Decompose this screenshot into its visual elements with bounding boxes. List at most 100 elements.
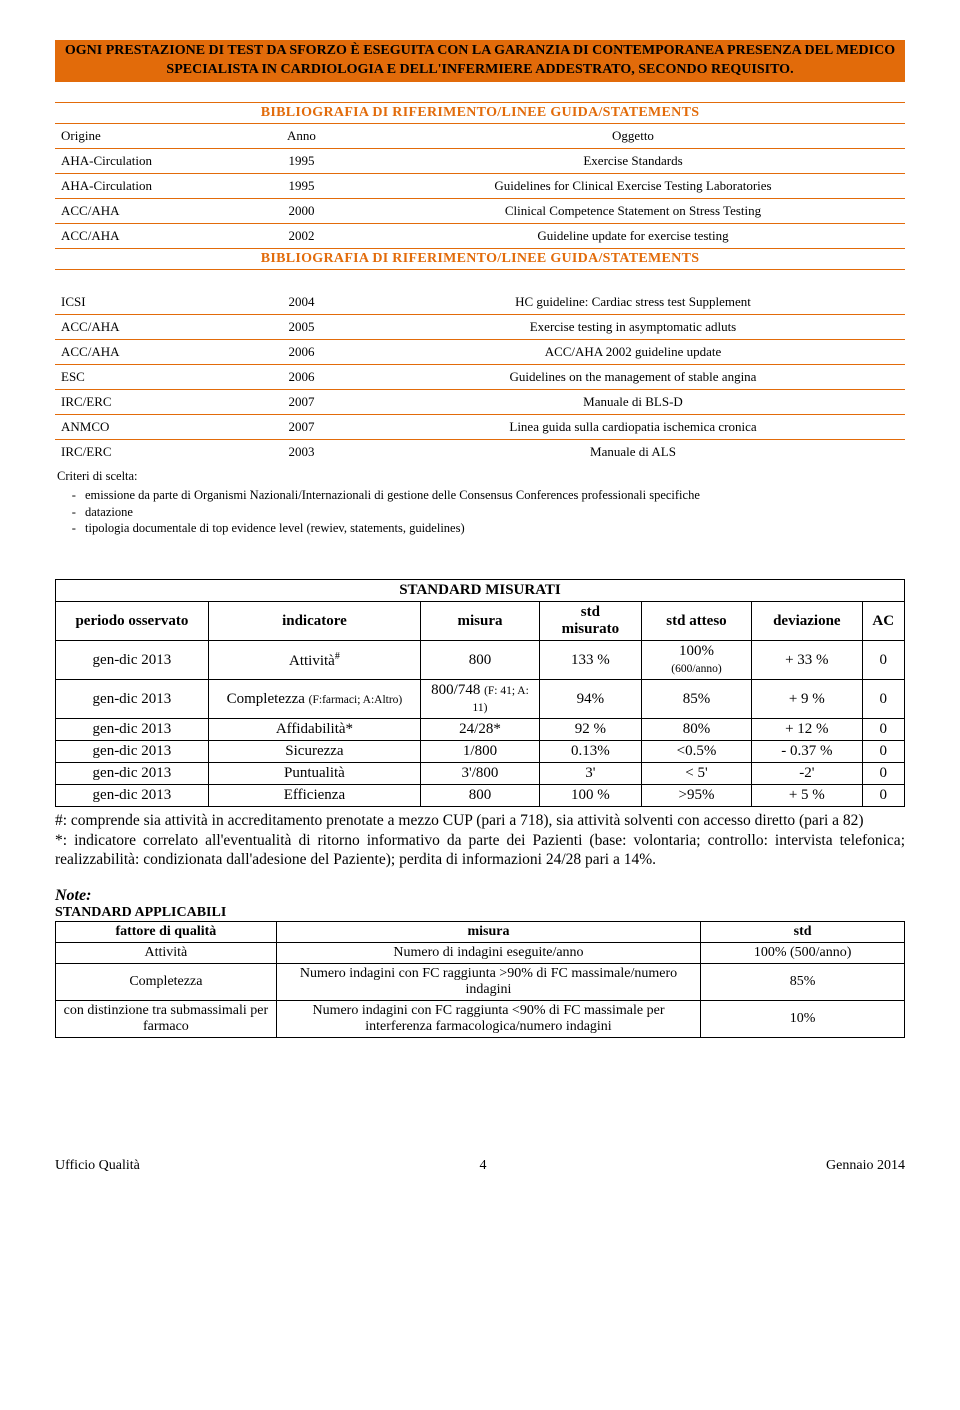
cell-std: 100% (500/anno) bbox=[701, 943, 905, 964]
cell-origin: ESC bbox=[55, 364, 242, 389]
table-row: ICSI 2004 HC guideline: Cardiac stress t… bbox=[55, 290, 905, 315]
standard-misurati-table: STANDARD MISURATI periodo osservato indi… bbox=[55, 579, 905, 807]
std-h-ac: AC bbox=[862, 602, 904, 641]
cell-dev: -2' bbox=[752, 763, 862, 785]
table-row: gen-dic 2013 Puntualità 3'/800 3' < 5' -… bbox=[56, 763, 905, 785]
cell-indicatore: Affidabilità* bbox=[208, 719, 420, 741]
hdr-anno: Anno bbox=[242, 124, 361, 149]
table-row: Attività Numero di indagini eseguite/ann… bbox=[56, 943, 905, 964]
cell-ac: 0 bbox=[862, 741, 904, 763]
cell-origin: AHA-Circulation bbox=[55, 148, 242, 173]
cell-fattore: Completezza bbox=[56, 964, 277, 1001]
cell-ac: 0 bbox=[862, 763, 904, 785]
note-hash: #: comprende sia attività in accreditame… bbox=[55, 811, 905, 830]
cell-anno: 2007 bbox=[242, 414, 361, 439]
table-row: ACC/AHA 2006 ACC/AHA 2002 guideline upda… bbox=[55, 339, 905, 364]
cell-obj: Guideline update for exercise testing bbox=[361, 223, 905, 248]
cell-obj: Guidelines for Clinical Exercise Testing… bbox=[361, 173, 905, 198]
cell-indicatore: Attività# bbox=[208, 641, 420, 680]
table-row: ESC 2006 Guidelines on the management of… bbox=[55, 364, 905, 389]
cell-origin: IRC/ERC bbox=[55, 389, 242, 414]
std-h-indicatore: indicatore bbox=[208, 602, 420, 641]
cell-anno: 2003 bbox=[242, 439, 361, 464]
hdr-origine: Origine bbox=[55, 124, 242, 149]
cell-obj: ACC/AHA 2002 guideline update bbox=[361, 339, 905, 364]
cell-periodo: gen-dic 2013 bbox=[56, 641, 209, 680]
cell-fattore: Attività bbox=[56, 943, 277, 964]
table-row: ACC/AHA 2002 Guideline update for exerci… bbox=[55, 223, 905, 248]
cell-anno: 2000 bbox=[242, 198, 361, 223]
cell-periodo: gen-dic 2013 bbox=[56, 741, 209, 763]
cell-std: 85% bbox=[701, 964, 905, 1001]
cell-ac: 0 bbox=[862, 719, 904, 741]
cell-dev: + 5 % bbox=[752, 785, 862, 807]
hdr-oggetto: Oggetto bbox=[361, 124, 905, 149]
app-h-std: std bbox=[701, 922, 905, 943]
cell-origin: ACC/AHA bbox=[55, 314, 242, 339]
cell-origin: IRC/ERC bbox=[55, 439, 242, 464]
table-row: ACC/AHA 2000 Clinical Competence Stateme… bbox=[55, 198, 905, 223]
cell-std: 10% bbox=[701, 1001, 905, 1038]
cell-stdm: 92 % bbox=[539, 719, 641, 741]
cell-obj: Manuale di ALS bbox=[361, 439, 905, 464]
list-item: emissione da parte di Organismi Nazional… bbox=[79, 487, 903, 504]
table-row: IRC/ERC 2007 Manuale di BLS-D bbox=[55, 389, 905, 414]
cell-indicatore: Completezza (F:farmaci; A:Altro) bbox=[208, 680, 420, 719]
cell-obj: HC guideline: Cardiac stress test Supple… bbox=[361, 290, 905, 315]
standard-applicabili-table: fattore di qualità misura std Attività N… bbox=[55, 921, 905, 1038]
std-caption: STANDARD MISURATI bbox=[56, 580, 905, 602]
cell-ac: 0 bbox=[862, 785, 904, 807]
table-row: gen-dic 2013 Efficienza 800 100 % >95% +… bbox=[56, 785, 905, 807]
std-h-misura: misura bbox=[421, 602, 540, 641]
cell-stda: 100%(600/anno) bbox=[641, 641, 751, 680]
table-row: ANMCO 2007 Linea guida sulla cardiopatia… bbox=[55, 414, 905, 439]
app-h-misura: misura bbox=[276, 922, 701, 943]
cell-stda: < 5' bbox=[641, 763, 751, 785]
cell-periodo: gen-dic 2013 bbox=[56, 785, 209, 807]
table-row: gen-dic 2013 Sicurezza 1/800 0.13% <0.5%… bbox=[56, 741, 905, 763]
cell-misura: Numero indagini con FC raggiunta >90% di… bbox=[276, 964, 701, 1001]
criteri-block: Criteri di scelta: emissione da parte di… bbox=[55, 464, 905, 540]
cell-fattore: con distinzione tra submassimali per far… bbox=[56, 1001, 277, 1038]
table-row: AHA-Circulation 1995 Guidelines for Clin… bbox=[55, 173, 905, 198]
cell-stda: 80% bbox=[641, 719, 751, 741]
cell-dev: + 12 % bbox=[752, 719, 862, 741]
table-row: con distinzione tra submassimali per far… bbox=[56, 1001, 905, 1038]
table-row: AHA-Circulation 1995 Exercise Standards bbox=[55, 148, 905, 173]
cell-anno: 2005 bbox=[242, 314, 361, 339]
cell-dev: + 33 % bbox=[752, 641, 862, 680]
bibliography-title-1: BIBLIOGRAFIA DI RIFERIMENTO/LINEE GUIDA/… bbox=[55, 102, 905, 124]
cell-misura: 800/748 (F: 41; A: 11) bbox=[421, 680, 540, 719]
cell-obj: Manuale di BLS-D bbox=[361, 389, 905, 414]
app-h-fattore: fattore di qualità bbox=[56, 922, 277, 943]
app-title: STANDARD APPLICABILI bbox=[55, 905, 905, 921]
cell-anno: 1995 bbox=[242, 148, 361, 173]
footer-left: Ufficio Qualità bbox=[55, 1158, 140, 1174]
footer-center: 4 bbox=[479, 1158, 486, 1174]
cell-dev: + 9 % bbox=[752, 680, 862, 719]
std-h-stda: std atteso bbox=[641, 602, 751, 641]
cell-obj: Guidelines on the management of stable a… bbox=[361, 364, 905, 389]
cell-stda: >95% bbox=[641, 785, 751, 807]
cell-obj: Exercise Standards bbox=[361, 148, 905, 173]
table-row: Completezza Numero indagini con FC raggi… bbox=[56, 964, 905, 1001]
cell-dev: - 0.37 % bbox=[752, 741, 862, 763]
table-row: gen-dic 2013 Completezza (F:farmaci; A:A… bbox=[56, 680, 905, 719]
cell-misura: 800 bbox=[421, 785, 540, 807]
cell-stdm: 133 % bbox=[539, 641, 641, 680]
table-row: IRC/ERC 2003 Manuale di ALS bbox=[55, 439, 905, 464]
cell-misura: 24/28* bbox=[421, 719, 540, 741]
cell-misura: 1/800 bbox=[421, 741, 540, 763]
cell-origin: ACC/AHA bbox=[55, 198, 242, 223]
cell-stdm: 100 % bbox=[539, 785, 641, 807]
table-row: ACC/AHA 2005 Exercise testing in asympto… bbox=[55, 314, 905, 339]
cell-obj: Linea guida sulla cardiopatia ischemica … bbox=[361, 414, 905, 439]
cell-anno: 2006 bbox=[242, 364, 361, 389]
cell-anno: 1995 bbox=[242, 173, 361, 198]
cell-obj: Clinical Competence Statement on Stress … bbox=[361, 198, 905, 223]
list-item: datazione bbox=[79, 504, 903, 521]
cell-indicatore: Puntualità bbox=[208, 763, 420, 785]
cell-misura: Numero indagini con FC raggiunta <90% di… bbox=[276, 1001, 701, 1038]
std-h-dev: deviazione bbox=[752, 602, 862, 641]
cell-anno: 2004 bbox=[242, 290, 361, 315]
